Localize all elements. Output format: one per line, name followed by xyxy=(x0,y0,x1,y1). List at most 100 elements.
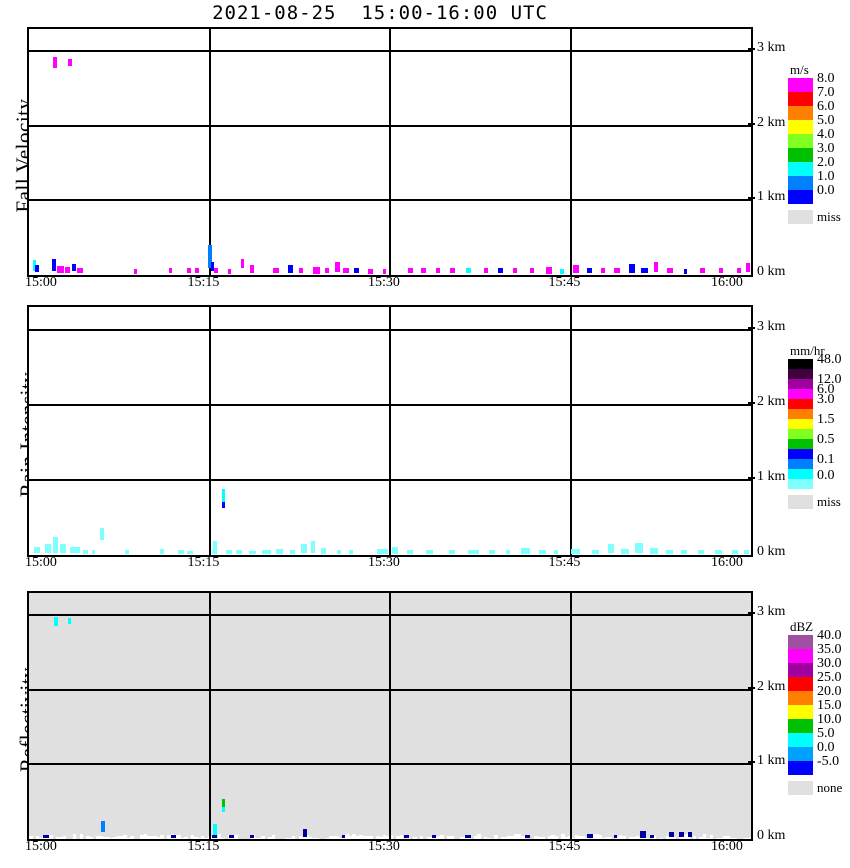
surface-echo-cell xyxy=(510,835,515,839)
surface-echo-cell xyxy=(89,836,94,839)
data-cell xyxy=(649,834,654,839)
colorbar-segment xyxy=(788,439,813,449)
surface-echo-cell xyxy=(574,834,579,839)
surface-echo-cell xyxy=(500,836,505,839)
colorbar-segment xyxy=(788,134,813,148)
surface-echo-cell xyxy=(584,837,589,839)
data-cell xyxy=(178,550,185,555)
colorbar-missing-label: none xyxy=(817,780,843,795)
data-cell xyxy=(250,834,255,839)
data-cell xyxy=(653,261,659,272)
colorbar-segment xyxy=(788,379,813,389)
panel-reflectivity[interactable] xyxy=(27,591,753,841)
y-tick xyxy=(748,476,755,479)
data-cell xyxy=(249,551,257,555)
data-cell xyxy=(214,268,218,274)
colorbar-segment xyxy=(788,761,813,775)
surface-echo-cell xyxy=(197,838,202,839)
data-cell xyxy=(640,830,647,838)
data-cell xyxy=(337,550,341,555)
surface-echo-cell xyxy=(608,837,613,839)
colorbar-segment xyxy=(788,635,813,649)
surface-echo-cell xyxy=(386,836,390,839)
data-cell xyxy=(51,259,57,272)
surface-echo-cell xyxy=(547,835,552,839)
data-cell xyxy=(688,831,693,838)
surface-echo-cell xyxy=(59,837,63,839)
colorbar-segment xyxy=(788,449,813,459)
panel-fall-velocity[interactable] xyxy=(27,27,753,277)
data-cell xyxy=(613,267,620,274)
data-cell xyxy=(195,268,199,274)
panel-rain-intensity[interactable] xyxy=(27,305,753,557)
data-cell xyxy=(83,550,88,555)
data-cell xyxy=(349,549,353,555)
surface-echo-cell xyxy=(183,836,188,839)
colorbar-segment xyxy=(788,120,813,134)
data-cell xyxy=(208,245,212,268)
y-tick xyxy=(748,48,755,51)
data-cell xyxy=(539,549,547,555)
y-axis-label: 1 km xyxy=(757,189,786,205)
data-cell xyxy=(505,550,511,555)
surface-echo-cell xyxy=(591,834,596,839)
y-axis-label: 0 km xyxy=(757,544,786,559)
data-cell xyxy=(488,550,495,555)
surface-echo-cell xyxy=(622,835,626,839)
data-cell xyxy=(665,549,673,555)
data-cell xyxy=(341,834,346,839)
x-axis-label: 15:30 xyxy=(368,839,400,854)
data-cell xyxy=(310,541,316,554)
data-cell xyxy=(426,549,434,555)
colorbar-tick-label: 1.5 xyxy=(817,412,835,427)
surface-echo-cell xyxy=(268,837,272,839)
surface-echo-cell xyxy=(702,834,707,839)
x-axis-label: 15:00 xyxy=(25,839,57,854)
x-axis-label: 16:00 xyxy=(711,555,743,570)
surface-echo-cell xyxy=(382,834,387,839)
surface-echo-cell xyxy=(520,836,525,839)
data-cell xyxy=(221,798,226,808)
surface-echo-cell xyxy=(504,837,508,839)
data-cell xyxy=(468,549,480,555)
data-cell xyxy=(33,547,40,554)
surface-echo-cell xyxy=(487,837,491,839)
colorbar-segment xyxy=(788,176,813,190)
colorbar-segment xyxy=(788,359,813,369)
data-cell xyxy=(168,268,173,274)
data-cell xyxy=(275,548,283,555)
colorbar-tick-label: 40.0 xyxy=(817,628,842,643)
colorbar-segment xyxy=(788,409,813,419)
x-axis-label: 15:30 xyxy=(368,275,400,290)
data-cell xyxy=(553,550,559,555)
surface-echo-cell xyxy=(312,837,316,839)
colorbar-unit-label: m/s xyxy=(790,62,809,77)
surface-echo-cell xyxy=(221,838,225,839)
gridline-vertical-45min xyxy=(569,29,572,275)
x-axis-label: 15:15 xyxy=(187,275,220,290)
surface-echo-cell xyxy=(146,836,151,839)
surface-echo-cell xyxy=(483,837,488,839)
y-axis-label: 2 km xyxy=(757,678,786,694)
data-cell xyxy=(125,549,129,555)
data-cell xyxy=(60,543,67,554)
colorbar-tick-label: 0.1 xyxy=(817,452,835,467)
data-cell xyxy=(334,262,341,272)
surface-echo-cell xyxy=(123,834,127,839)
data-cell xyxy=(498,268,504,274)
data-cell xyxy=(376,548,388,555)
surface-echo-cell xyxy=(157,837,161,839)
surface-echo-cell xyxy=(254,837,259,839)
gridline-vertical-45min xyxy=(569,307,572,555)
data-cell xyxy=(343,268,350,274)
surface-echo-cell xyxy=(376,835,380,839)
colorbar-tick-label: 5.0 xyxy=(817,113,835,128)
data-cell xyxy=(53,57,58,68)
surface-echo-cell xyxy=(605,836,609,839)
surface-echo-cell xyxy=(190,835,195,839)
data-cell xyxy=(404,834,410,839)
colorbar-segment xyxy=(788,691,813,705)
surface-echo-cell xyxy=(706,837,710,839)
surface-echo-cell xyxy=(338,837,343,839)
colorbar-missing-label: miss xyxy=(817,209,841,224)
